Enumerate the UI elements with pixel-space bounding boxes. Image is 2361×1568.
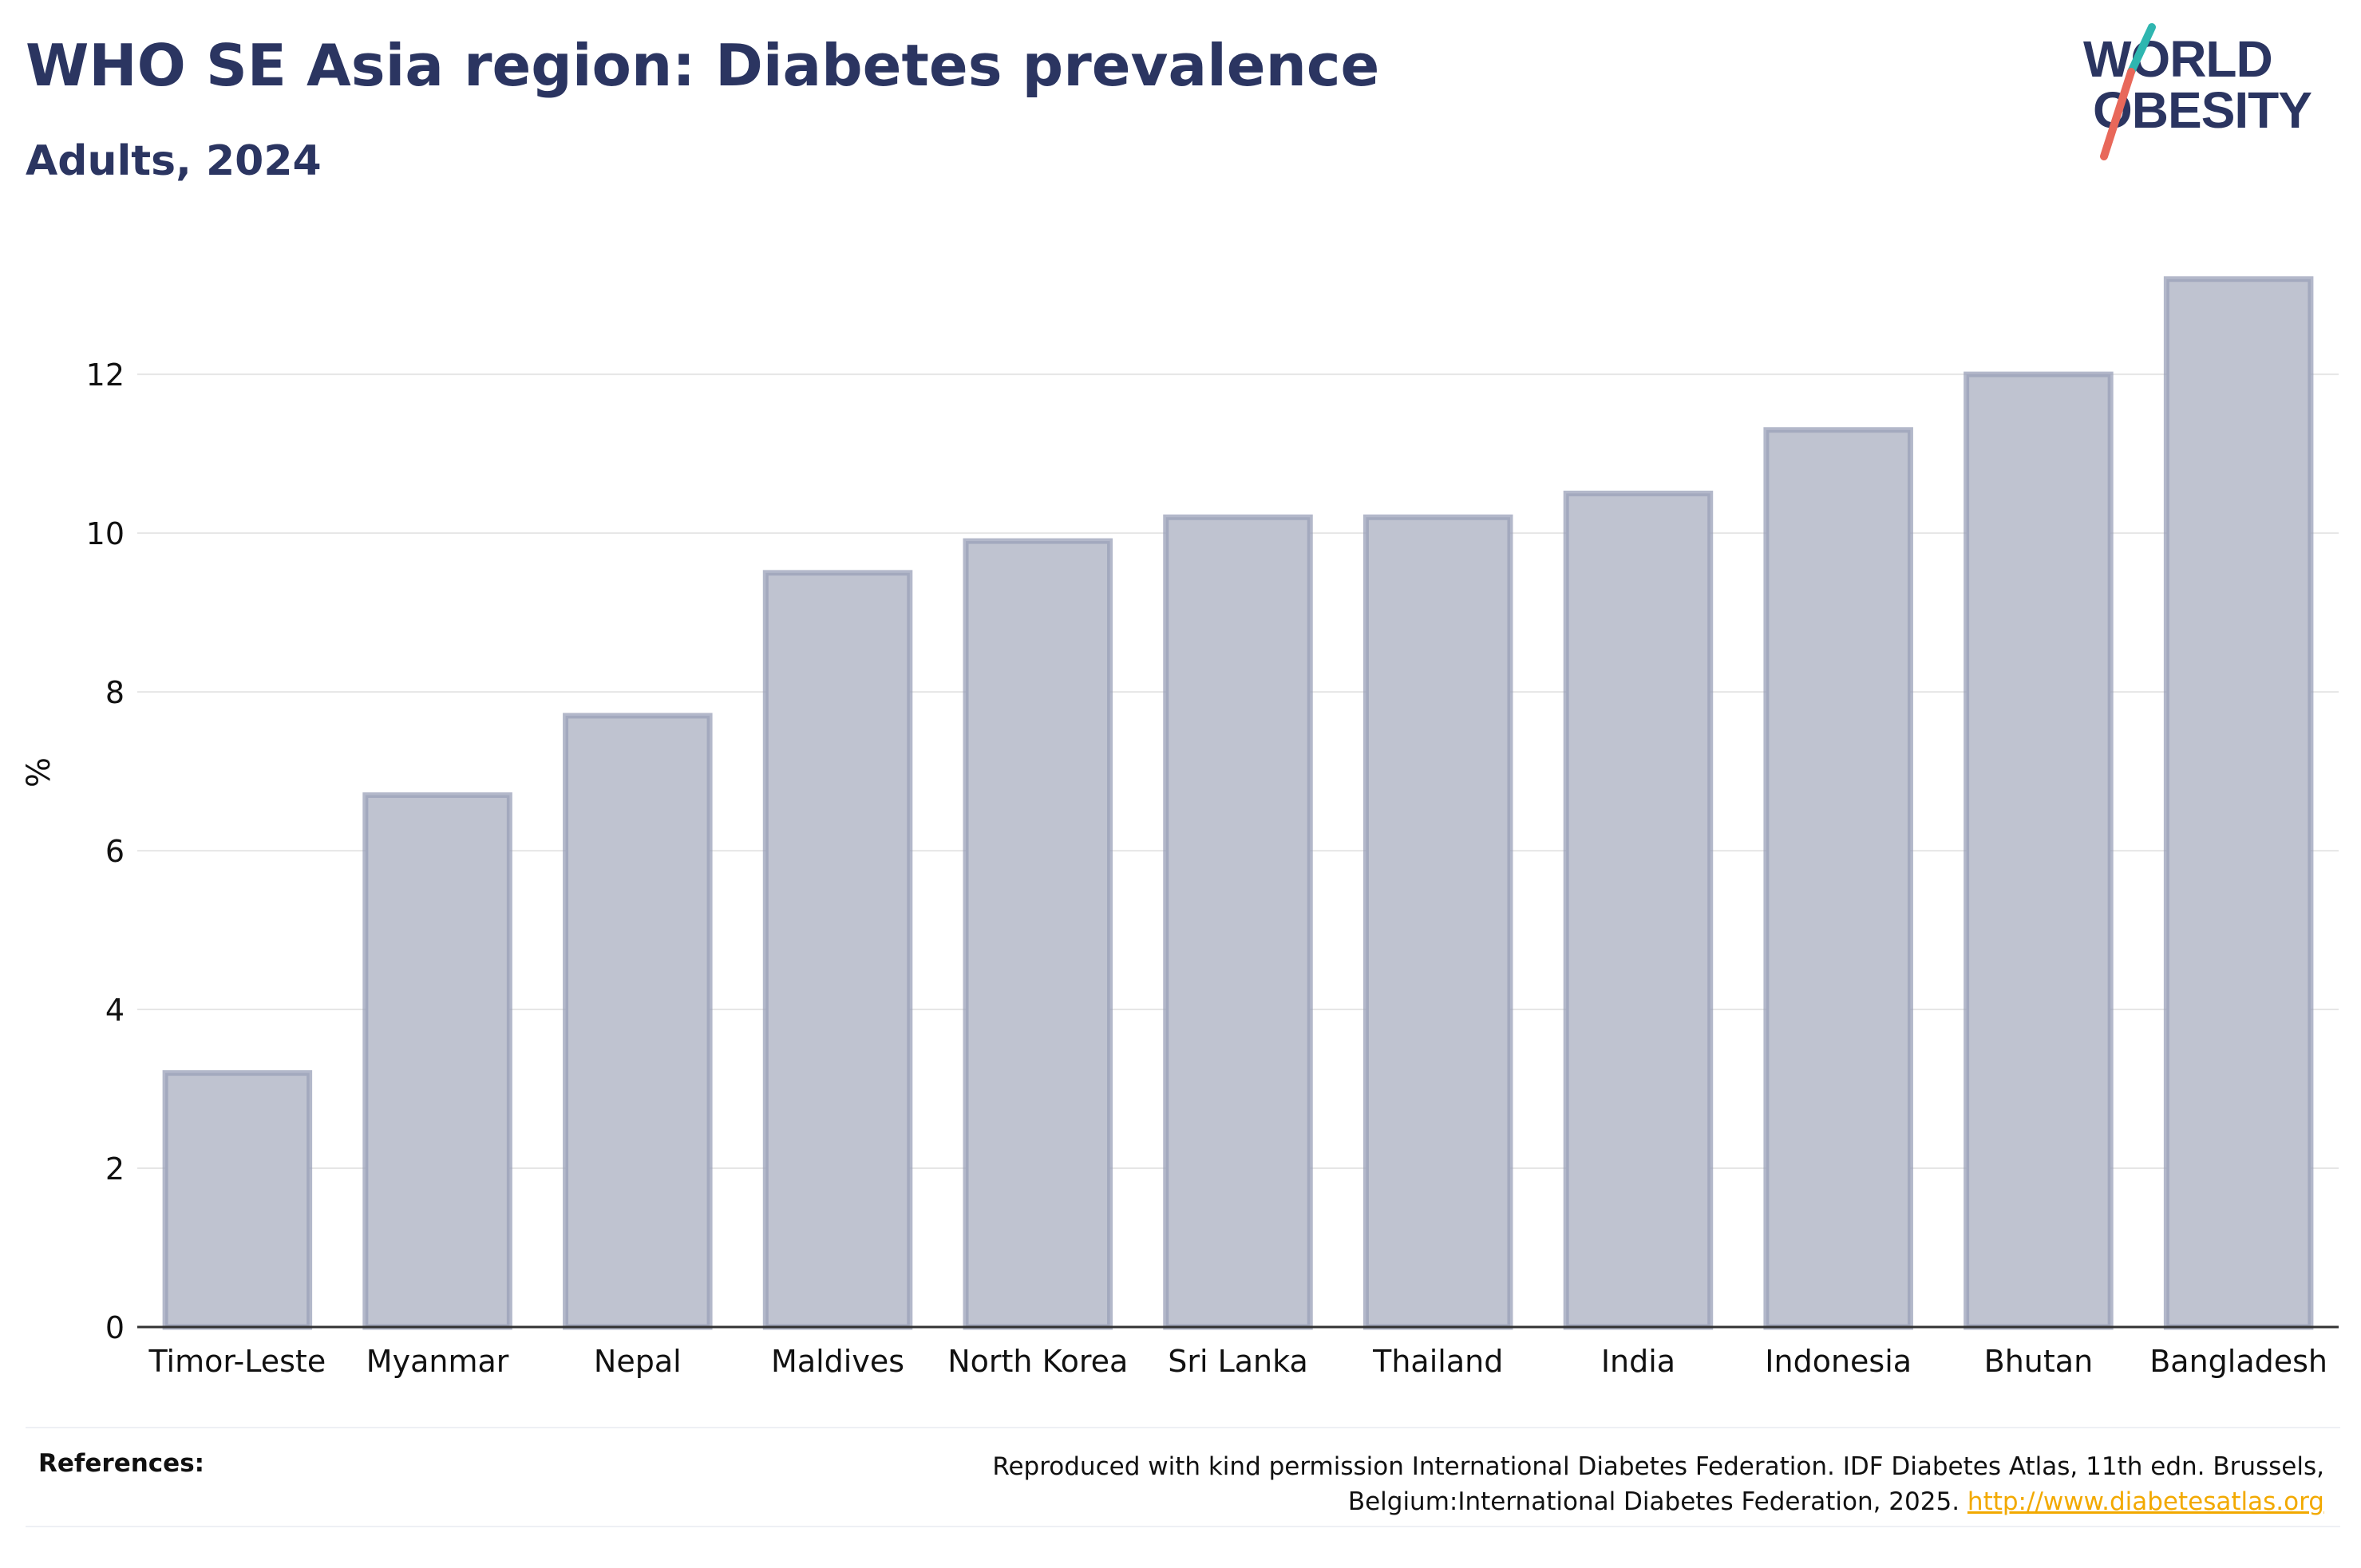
bar-north-korea[interactable] bbox=[963, 538, 1113, 1330]
bar-series bbox=[162, 276, 2314, 1330]
y-tick-label: 10 bbox=[86, 516, 125, 551]
references-link[interactable]: http://www.diabetesatlas.org bbox=[1967, 1487, 2324, 1516]
x-tick-label: Bhutan bbox=[1984, 1344, 2094, 1379]
x-tick-label: Nepal bbox=[594, 1344, 682, 1379]
references-label: References: bbox=[38, 1449, 205, 1478]
chart-title: WHO SE Asia region: Diabetes prevalence bbox=[26, 32, 1380, 99]
bar-sri-lanka[interactable] bbox=[1163, 514, 1313, 1330]
bar-maldives[interactable] bbox=[762, 570, 913, 1330]
world-obesity-logo: WORLD OBESITY bbox=[2083, 23, 2312, 160]
chart-subtitle: Adults, 2024 bbox=[26, 137, 322, 185]
x-tick-label: Bangladesh bbox=[2149, 1344, 2327, 1379]
y-tick-label: 8 bbox=[105, 675, 125, 710]
bar-nepal[interactable] bbox=[563, 713, 713, 1330]
x-tick-label: India bbox=[1601, 1344, 1675, 1379]
bar-bangladesh[interactable] bbox=[2163, 276, 2314, 1330]
axes: 0 2 4 6 8 10 12 Timor-Leste Myanmar Nepal Maldives… bbox=[86, 357, 2339, 1379]
x-tick-label: Thailand bbox=[1372, 1344, 1503, 1379]
y-tick-label: 2 bbox=[105, 1151, 125, 1187]
bar-chart: 0 2 4 6 8 10 12 Timor-Leste Myanmar Nepal Maldives… bbox=[21, 276, 2339, 1379]
bar-indonesia[interactable] bbox=[1763, 427, 1913, 1330]
bar-india[interactable] bbox=[1563, 490, 1714, 1330]
x-tick-label: Indonesia bbox=[1765, 1344, 1912, 1379]
bar-myanmar[interactable] bbox=[362, 792, 512, 1330]
logo-slash-bottom bbox=[2100, 68, 2135, 160]
y-tick-label: 6 bbox=[105, 834, 125, 869]
logo-text-world: WORLD bbox=[2083, 30, 2272, 88]
bar-timor-leste[interactable] bbox=[162, 1070, 313, 1330]
logo-text-obesity: OBESITY bbox=[2093, 81, 2312, 139]
x-tick-label: Maldives bbox=[771, 1344, 904, 1379]
y-tick-label: 0 bbox=[105, 1310, 125, 1345]
references-citation: Reproduced with kind permission Internat… bbox=[992, 1452, 2324, 1516]
references-section: References: Reproduced with kind permiss… bbox=[26, 1427, 2340, 1527]
x-tick-label: North Korea bbox=[947, 1344, 1128, 1379]
x-tick-label: Sri Lanka bbox=[1168, 1344, 1308, 1379]
x-tick-label: Myanmar bbox=[366, 1344, 509, 1379]
logo-slash-top bbox=[2127, 23, 2156, 76]
references-text: Reproduced with kind permission Internat… bbox=[728, 1449, 2324, 1519]
bar-thailand[interactable] bbox=[1362, 514, 1513, 1330]
y-axis-label: % bbox=[21, 757, 57, 788]
y-tick-label: 12 bbox=[86, 357, 125, 393]
bar-bhutan[interactable] bbox=[1964, 371, 2114, 1330]
y-tick-label: 4 bbox=[105, 993, 125, 1028]
x-tick-label: Timor-Leste bbox=[148, 1344, 326, 1379]
